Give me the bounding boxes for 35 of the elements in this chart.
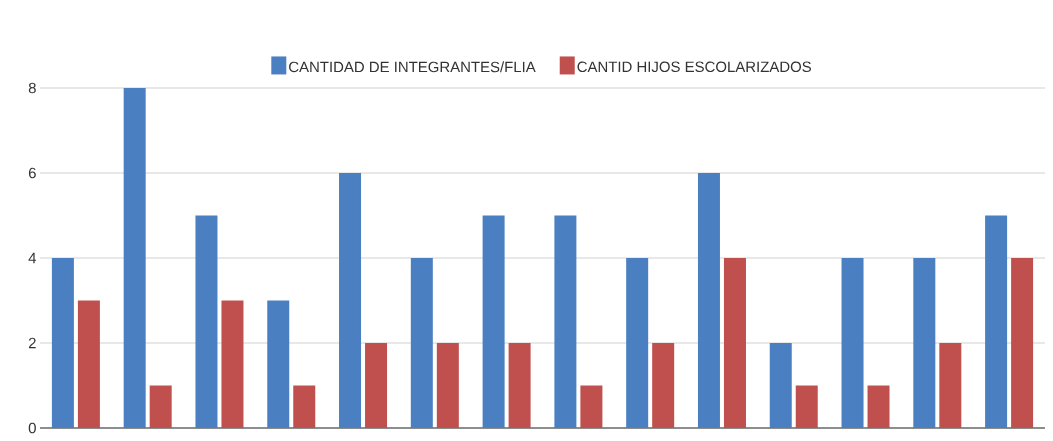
bar: [123, 88, 146, 428]
bar: [841, 258, 864, 428]
bar: [626, 258, 649, 428]
bar: [580, 385, 603, 428]
y-tick-label: 0: [28, 422, 36, 434]
bar: [1011, 258, 1034, 428]
bar: [939, 343, 962, 428]
bar: [985, 215, 1008, 428]
bar: [410, 258, 433, 428]
bar: [554, 215, 577, 428]
bar: [195, 215, 218, 428]
y-tick-label: 4: [28, 252, 37, 264]
bar: [77, 300, 100, 428]
bar: [51, 258, 74, 428]
legend-label: CANTIDAD DE INTEGRANTES/FLIA: [289, 61, 536, 73]
bar: [723, 258, 746, 428]
bar: [795, 385, 818, 428]
y-tick-label: 6: [28, 167, 36, 179]
bar: [339, 173, 362, 428]
bar: [436, 343, 459, 428]
bar: [482, 215, 505, 428]
bar: [293, 385, 316, 428]
bar: [913, 258, 936, 428]
legend-label: CANTID HIJOS ESCOLARIZADOS: [577, 61, 811, 73]
y-tick-label: 2: [28, 337, 36, 349]
bar: [221, 300, 244, 428]
bar: [867, 385, 890, 428]
bar: [508, 343, 531, 428]
bar: [365, 343, 388, 428]
bar: [697, 173, 720, 428]
bar: [769, 343, 792, 428]
bar: [267, 300, 290, 428]
y-tick-label: 8: [28, 82, 36, 94]
bar: [652, 343, 675, 428]
bar: [149, 385, 172, 428]
